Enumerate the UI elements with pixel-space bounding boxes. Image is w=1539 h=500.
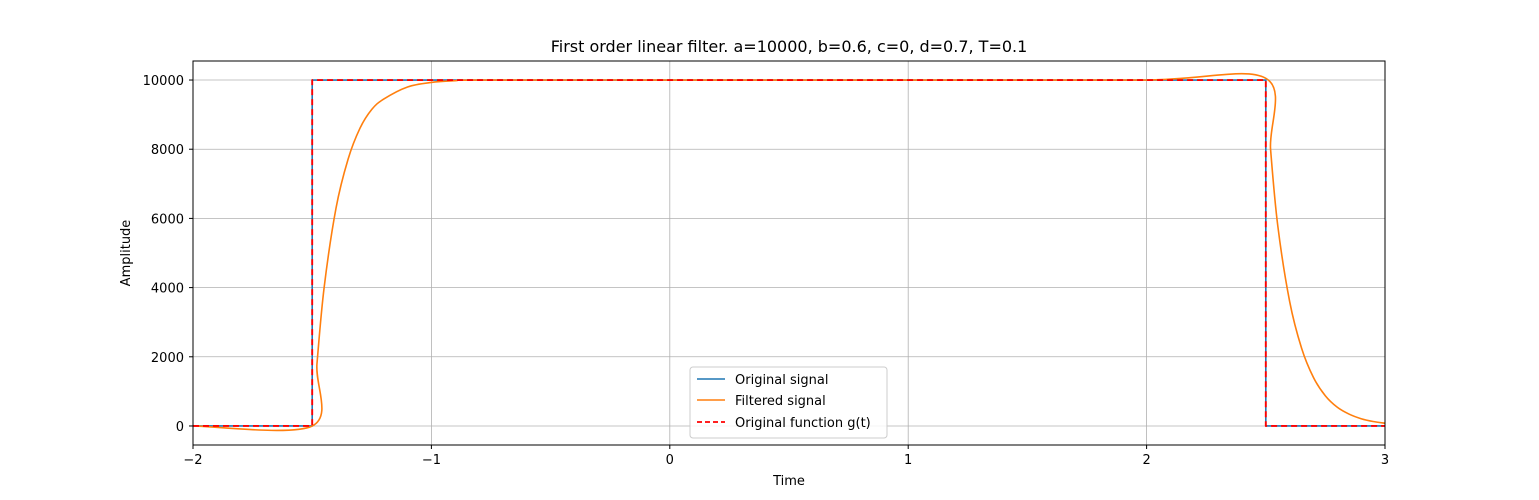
- y-axis-label: Amplitude: [119, 220, 134, 287]
- x-tick-label: −2: [183, 453, 202, 468]
- legend-label-filtered-signal: Filtered signal: [735, 394, 826, 409]
- axes-frame: [192, 60, 1386, 446]
- x-axis-label: Time: [772, 474, 805, 489]
- plot-area: [193, 72, 1385, 432]
- x-tick-label: 2: [1142, 453, 1150, 468]
- y-tick-label: 10000: [143, 74, 184, 89]
- x-tick-label: 0: [666, 453, 674, 468]
- y-tick-label: 4000: [151, 282, 184, 297]
- x-tick-label: 1: [904, 453, 912, 468]
- y-tick-label: 6000: [151, 212, 184, 227]
- x-tick-label: 3: [1381, 453, 1389, 468]
- y-tick-label: 0: [176, 420, 184, 435]
- x-tick-label: −1: [422, 453, 441, 468]
- axis-ticks: −2 −1 0 1 2 3 0 2000 4000 6000 8000 10000: [143, 74, 1390, 468]
- series-line-2: [193, 79, 1385, 427]
- y-tick-label: 2000: [151, 351, 184, 366]
- legend-label-original-signal: Original signal: [735, 373, 828, 388]
- y-tick-label: 8000: [151, 143, 184, 158]
- legend-label-original-function: Original function g(t): [735, 416, 871, 431]
- legend: Original signal Filtered signal Original…: [689, 366, 888, 439]
- legend-box: [689, 366, 888, 439]
- chart-title: First order linear filter. a=10000, b=0.…: [551, 37, 1028, 56]
